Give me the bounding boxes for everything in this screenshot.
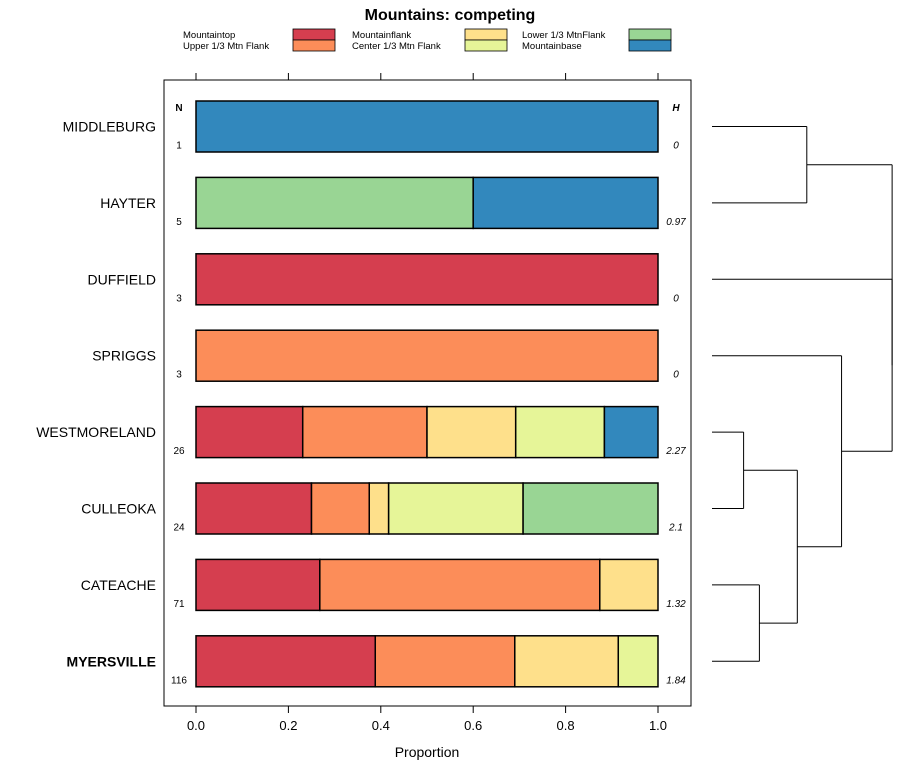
bar-segment-mountainflank [514, 635, 620, 688]
legend-swatch-upper-1-3-mtn-flank [292, 39, 336, 52]
n-value: 3 [176, 293, 182, 304]
legend-label-mountainbase: Mountainbase [522, 41, 582, 52]
bar-segment-center-1-3-mtn-flank [387, 482, 524, 535]
bar-segment-mountainbase [472, 176, 659, 230]
h-value: 0 [673, 293, 679, 304]
bar-segment-upper-1-3-mtn-flank [319, 558, 601, 612]
row-culleoka: CULLEOKA 24 2.1 [81, 482, 683, 535]
row-hayter: HAYTER 5 0.97 [100, 176, 686, 230]
bar-segment-mountaintop [195, 253, 659, 306]
n-value: 26 [173, 446, 185, 457]
h-value: 1.84 [666, 675, 686, 686]
n-column-header: N [175, 103, 182, 114]
bar-segment-lower-1-3-mtnflank [195, 176, 474, 230]
row-label: MYERSVILLE [67, 653, 156, 669]
row-label: WESTMORELAND [36, 424, 156, 440]
n-value: 116 [171, 675, 187, 686]
row-spriggs: SPRIGGS 3 0 [92, 329, 679, 382]
h-value: 0 [673, 141, 679, 152]
bar-segment-mountainflank [599, 558, 659, 612]
legend-swatch-mountaintop [292, 28, 336, 41]
row-cateache: CATEACHE 71 1.32 [81, 558, 686, 612]
h-value: 2.27 [665, 446, 686, 457]
row-duffield: DUFFIELD 3 0 [88, 253, 679, 306]
h-value: 0.97 [666, 217, 686, 228]
x-axis: 0.0 0.2 0.4 0.6 0.8 1.0 [187, 73, 667, 733]
row-label: CULLEOKA [81, 501, 156, 517]
bar-segment-mountaintop [195, 482, 313, 535]
legend-swatch-mountainflank [464, 28, 508, 41]
row-label: HAYTER [100, 195, 156, 211]
n-value: 5 [176, 217, 182, 228]
bar-segment-mountainflank [368, 482, 390, 535]
legend-label-mountainflank: Mountainflank [352, 30, 411, 41]
row-label: SPRIGGS [92, 348, 156, 364]
chart-title: Mountains: competing [365, 7, 536, 24]
row-middleburg: MIDDLEBURG 1 0 [63, 100, 679, 153]
h-column-header: H [672, 103, 680, 114]
row-label: MIDDLEBURG [63, 119, 156, 135]
bar-segment-mountainbase [603, 405, 659, 459]
dendrogram [712, 126, 893, 662]
x-tick-label: 1.0 [649, 718, 667, 733]
legend-label-mountaintop: Mountaintop [183, 30, 235, 41]
x-tick-label: 0.2 [279, 718, 297, 733]
row-myersville: MYERSVILLE 116 1.84 [67, 635, 686, 688]
x-tick-label: 0.8 [557, 718, 575, 733]
x-tick-label: 0.0 [187, 718, 205, 733]
n-value: 3 [176, 370, 182, 381]
legend-label-upper-1-3-mtn-flank: Upper 1/3 Mtn Flank [183, 41, 269, 52]
plot-panel [163, 79, 692, 707]
x-tick-label: 0.4 [372, 718, 390, 733]
h-value: 0 [673, 370, 679, 381]
h-value: 1.32 [666, 599, 686, 610]
legend-label-center-1-3-mtn-flank: Center 1/3 Mtn Flank [352, 41, 441, 52]
bar-segment-upper-1-3-mtn-flank [374, 635, 516, 688]
bar-segment-mountaintop [195, 405, 304, 459]
legend-swatch-center-1-3-mtn-flank [464, 39, 508, 52]
bar-segment-center-1-3-mtn-flank [617, 635, 659, 688]
h-value: 2.1 [668, 523, 683, 534]
bar-segment-lower-1-3-mtnflank [522, 482, 659, 535]
legend-swatch-lower-1-3-mtnflank [628, 28, 672, 41]
bar-segment-upper-1-3-mtn-flank [195, 329, 659, 382]
bar-segment-upper-1-3-mtn-flank [310, 482, 370, 535]
bar-segment-upper-1-3-mtn-flank [301, 405, 428, 459]
bar-segment-mountainflank [426, 405, 517, 459]
bar-segment-center-1-3-mtn-flank [514, 405, 606, 459]
bar-segment-mountainbase [195, 100, 659, 153]
n-value: 1 [176, 141, 182, 152]
n-value: 24 [173, 523, 185, 534]
x-tick-label: 0.6 [464, 718, 482, 733]
bar-segment-mountaintop [195, 558, 321, 612]
bar-segment-mountaintop [195, 635, 377, 688]
n-value: 71 [173, 599, 185, 610]
legend-swatch-mountainbase [628, 39, 672, 52]
row-label: CATEACHE [81, 577, 156, 593]
legend-label-lower-1-3-mtnflank: Lower 1/3 MtnFlank [522, 30, 606, 41]
row-westmoreland: WESTMORELAND 26 2.27 [36, 405, 686, 459]
x-axis-label: Proportion [395, 744, 460, 760]
row-label: DUFFIELD [88, 271, 156, 287]
